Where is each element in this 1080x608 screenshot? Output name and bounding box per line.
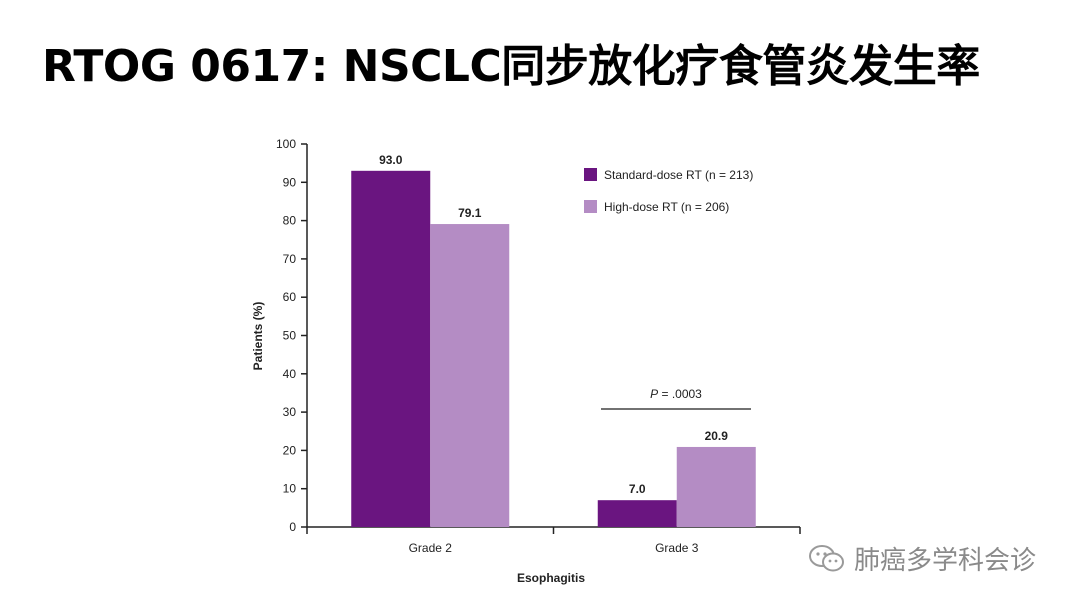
legend-label: High-dose RT (n = 206) xyxy=(604,200,729,214)
bar-value-label: 79.1 xyxy=(458,206,482,220)
x-axis-label: Esophagitis xyxy=(517,571,585,585)
slide-title: RTOG 0617: NSCLC同步放化疗食管炎发生率 xyxy=(42,41,980,92)
y-tick-label: 90 xyxy=(283,175,297,189)
legend-swatch xyxy=(584,200,597,213)
bar xyxy=(351,170,431,527)
bar-value-label: 93.0 xyxy=(379,153,403,167)
bar xyxy=(676,446,756,527)
watermark-text: 肺癌多学科会诊 xyxy=(854,546,1037,576)
x-tick-label: Grade 2 xyxy=(409,541,453,555)
y-tick-label: 10 xyxy=(283,482,297,496)
y-axis-label: Patients (%) xyxy=(251,302,265,371)
y-tick-label: 40 xyxy=(283,367,297,381)
y-axis: 0 10 20 30 40 50 60 70 80 90 100 xyxy=(276,137,308,534)
bars xyxy=(351,170,756,527)
y-tick-label: 70 xyxy=(283,252,297,266)
legend-swatch xyxy=(584,168,597,181)
y-tick-label: 20 xyxy=(283,443,297,457)
legend: Standard-dose RT (n = 213) High-dose RT (… xyxy=(584,168,753,214)
value-labels: 93.0 79.1 7.0 20.9 xyxy=(379,153,728,496)
y-tick-label: 80 xyxy=(283,214,297,228)
y-tick-label: 0 xyxy=(289,520,296,534)
y-tick-label: 50 xyxy=(283,329,297,343)
x-tick-label: Grade 3 xyxy=(655,541,699,555)
wechat-icon xyxy=(809,544,844,571)
legend-label: Standard-dose RT (n = 213) xyxy=(604,168,753,182)
p-value-annotation: P = .0003 xyxy=(601,387,751,410)
bar-value-label: 7.0 xyxy=(629,482,646,496)
bar-value-label: 20.9 xyxy=(705,429,729,443)
bar xyxy=(597,500,677,527)
y-tick-label: 30 xyxy=(283,405,297,419)
y-tick-label: 100 xyxy=(276,137,296,151)
p-value-label: P = .0003 xyxy=(650,387,702,401)
y-tick-label: 60 xyxy=(283,290,297,304)
watermark: 肺癌多学科会诊 xyxy=(808,540,1036,577)
x-axis: Grade 2 Grade 3 xyxy=(306,526,801,555)
bar xyxy=(430,224,510,527)
